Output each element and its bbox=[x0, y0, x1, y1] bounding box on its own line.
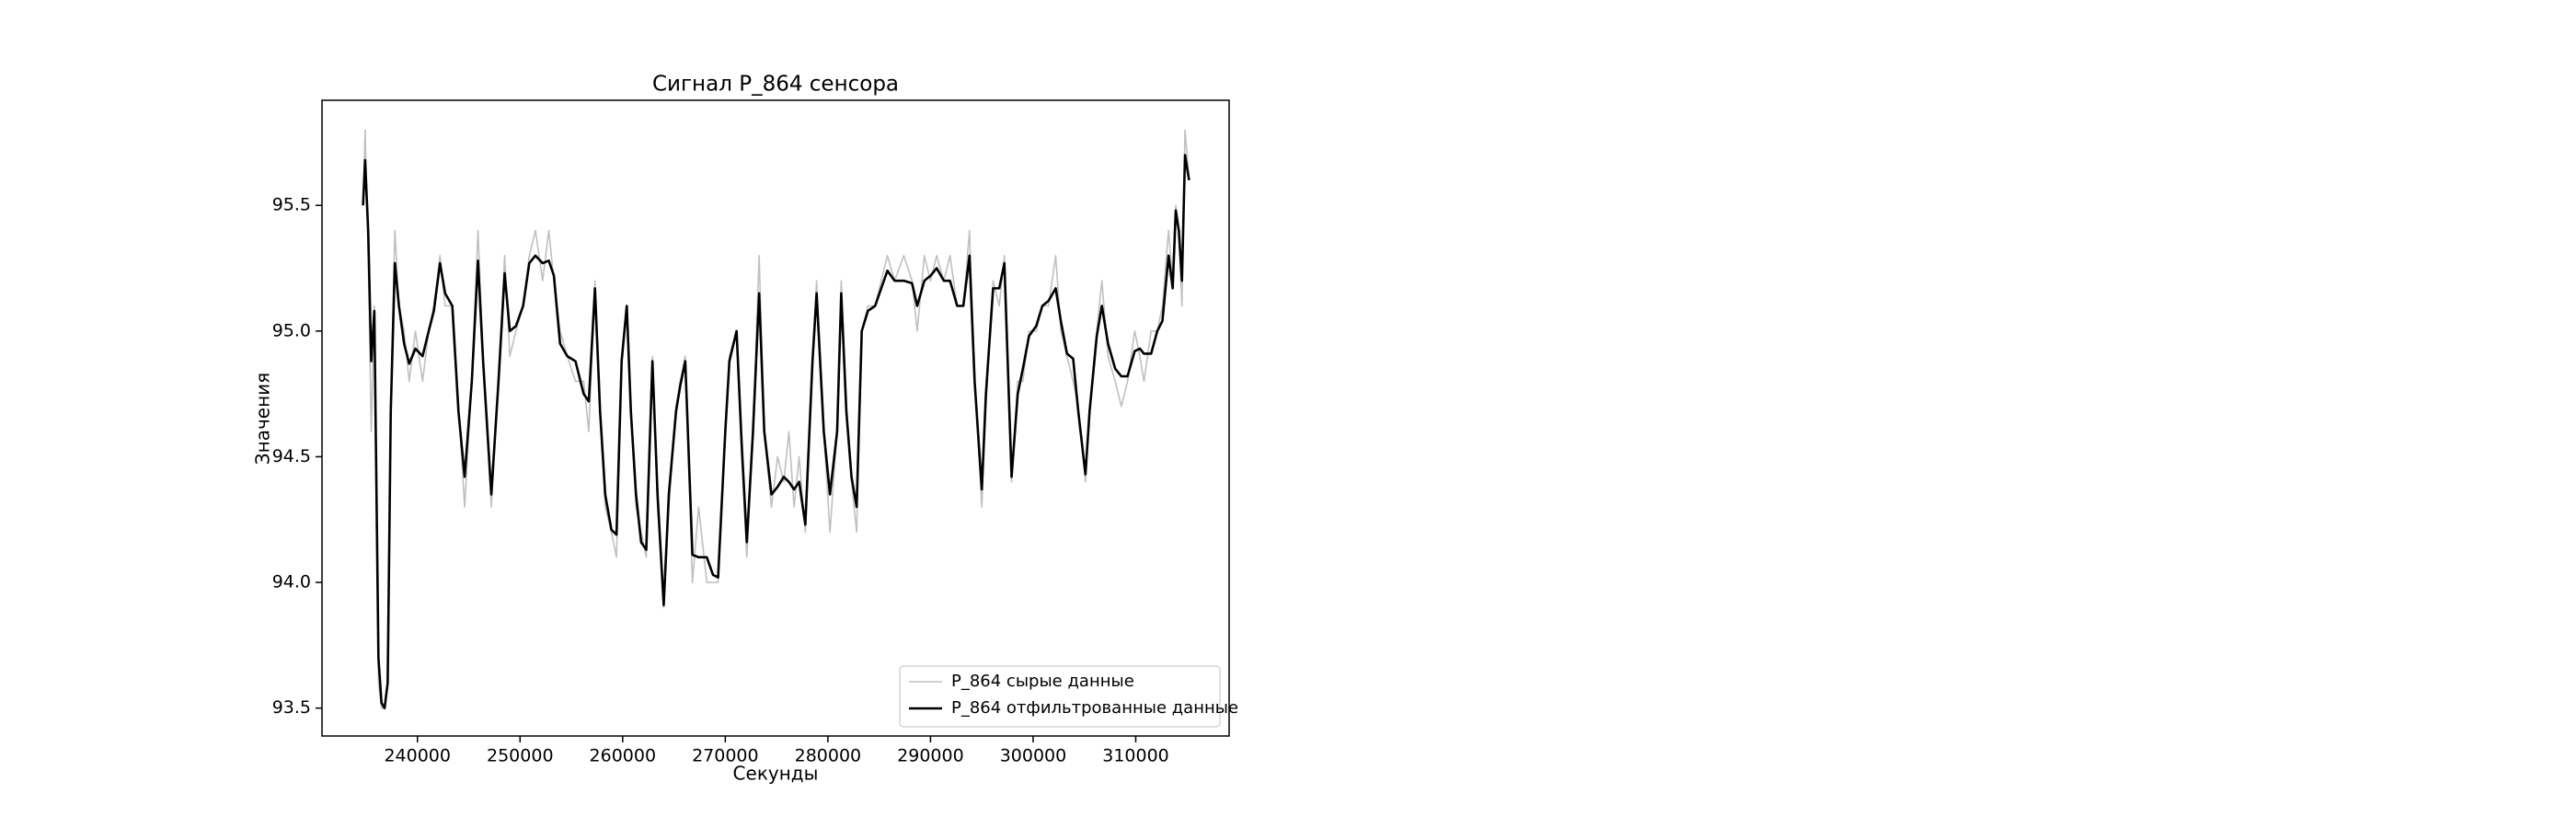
x-tick-label: 280000 bbox=[795, 746, 862, 766]
x-axis-label: Секунды bbox=[733, 763, 819, 785]
x-tick-label: 290000 bbox=[897, 746, 964, 766]
series-line bbox=[362, 154, 1190, 709]
y-tick-label: 94.5 bbox=[272, 446, 311, 466]
x-tick-label: 300000 bbox=[1000, 746, 1067, 766]
y-tick-label: 94.0 bbox=[272, 572, 311, 592]
x-tick-label: 260000 bbox=[590, 746, 657, 766]
chart-title: Сигнал P_864 сенсора bbox=[652, 73, 899, 97]
x-tick-label: 240000 bbox=[384, 746, 451, 766]
x-tick-label: 310000 bbox=[1102, 746, 1169, 766]
legend-label: P_864 сырые данные bbox=[951, 672, 1134, 691]
plot-frame bbox=[321, 99, 1230, 737]
x-tick-label: 250000 bbox=[487, 746, 554, 766]
legend-box bbox=[899, 665, 1221, 728]
y-tick-label: 95.5 bbox=[272, 195, 311, 215]
x-tick-label: 270000 bbox=[692, 746, 759, 766]
y-tick-label: 93.5 bbox=[272, 697, 311, 718]
legend-label: P_864 отфильтрованные данные bbox=[951, 698, 1238, 718]
y-tick-label: 95.0 bbox=[272, 320, 311, 340]
y-axis-label: Значения bbox=[252, 373, 274, 465]
